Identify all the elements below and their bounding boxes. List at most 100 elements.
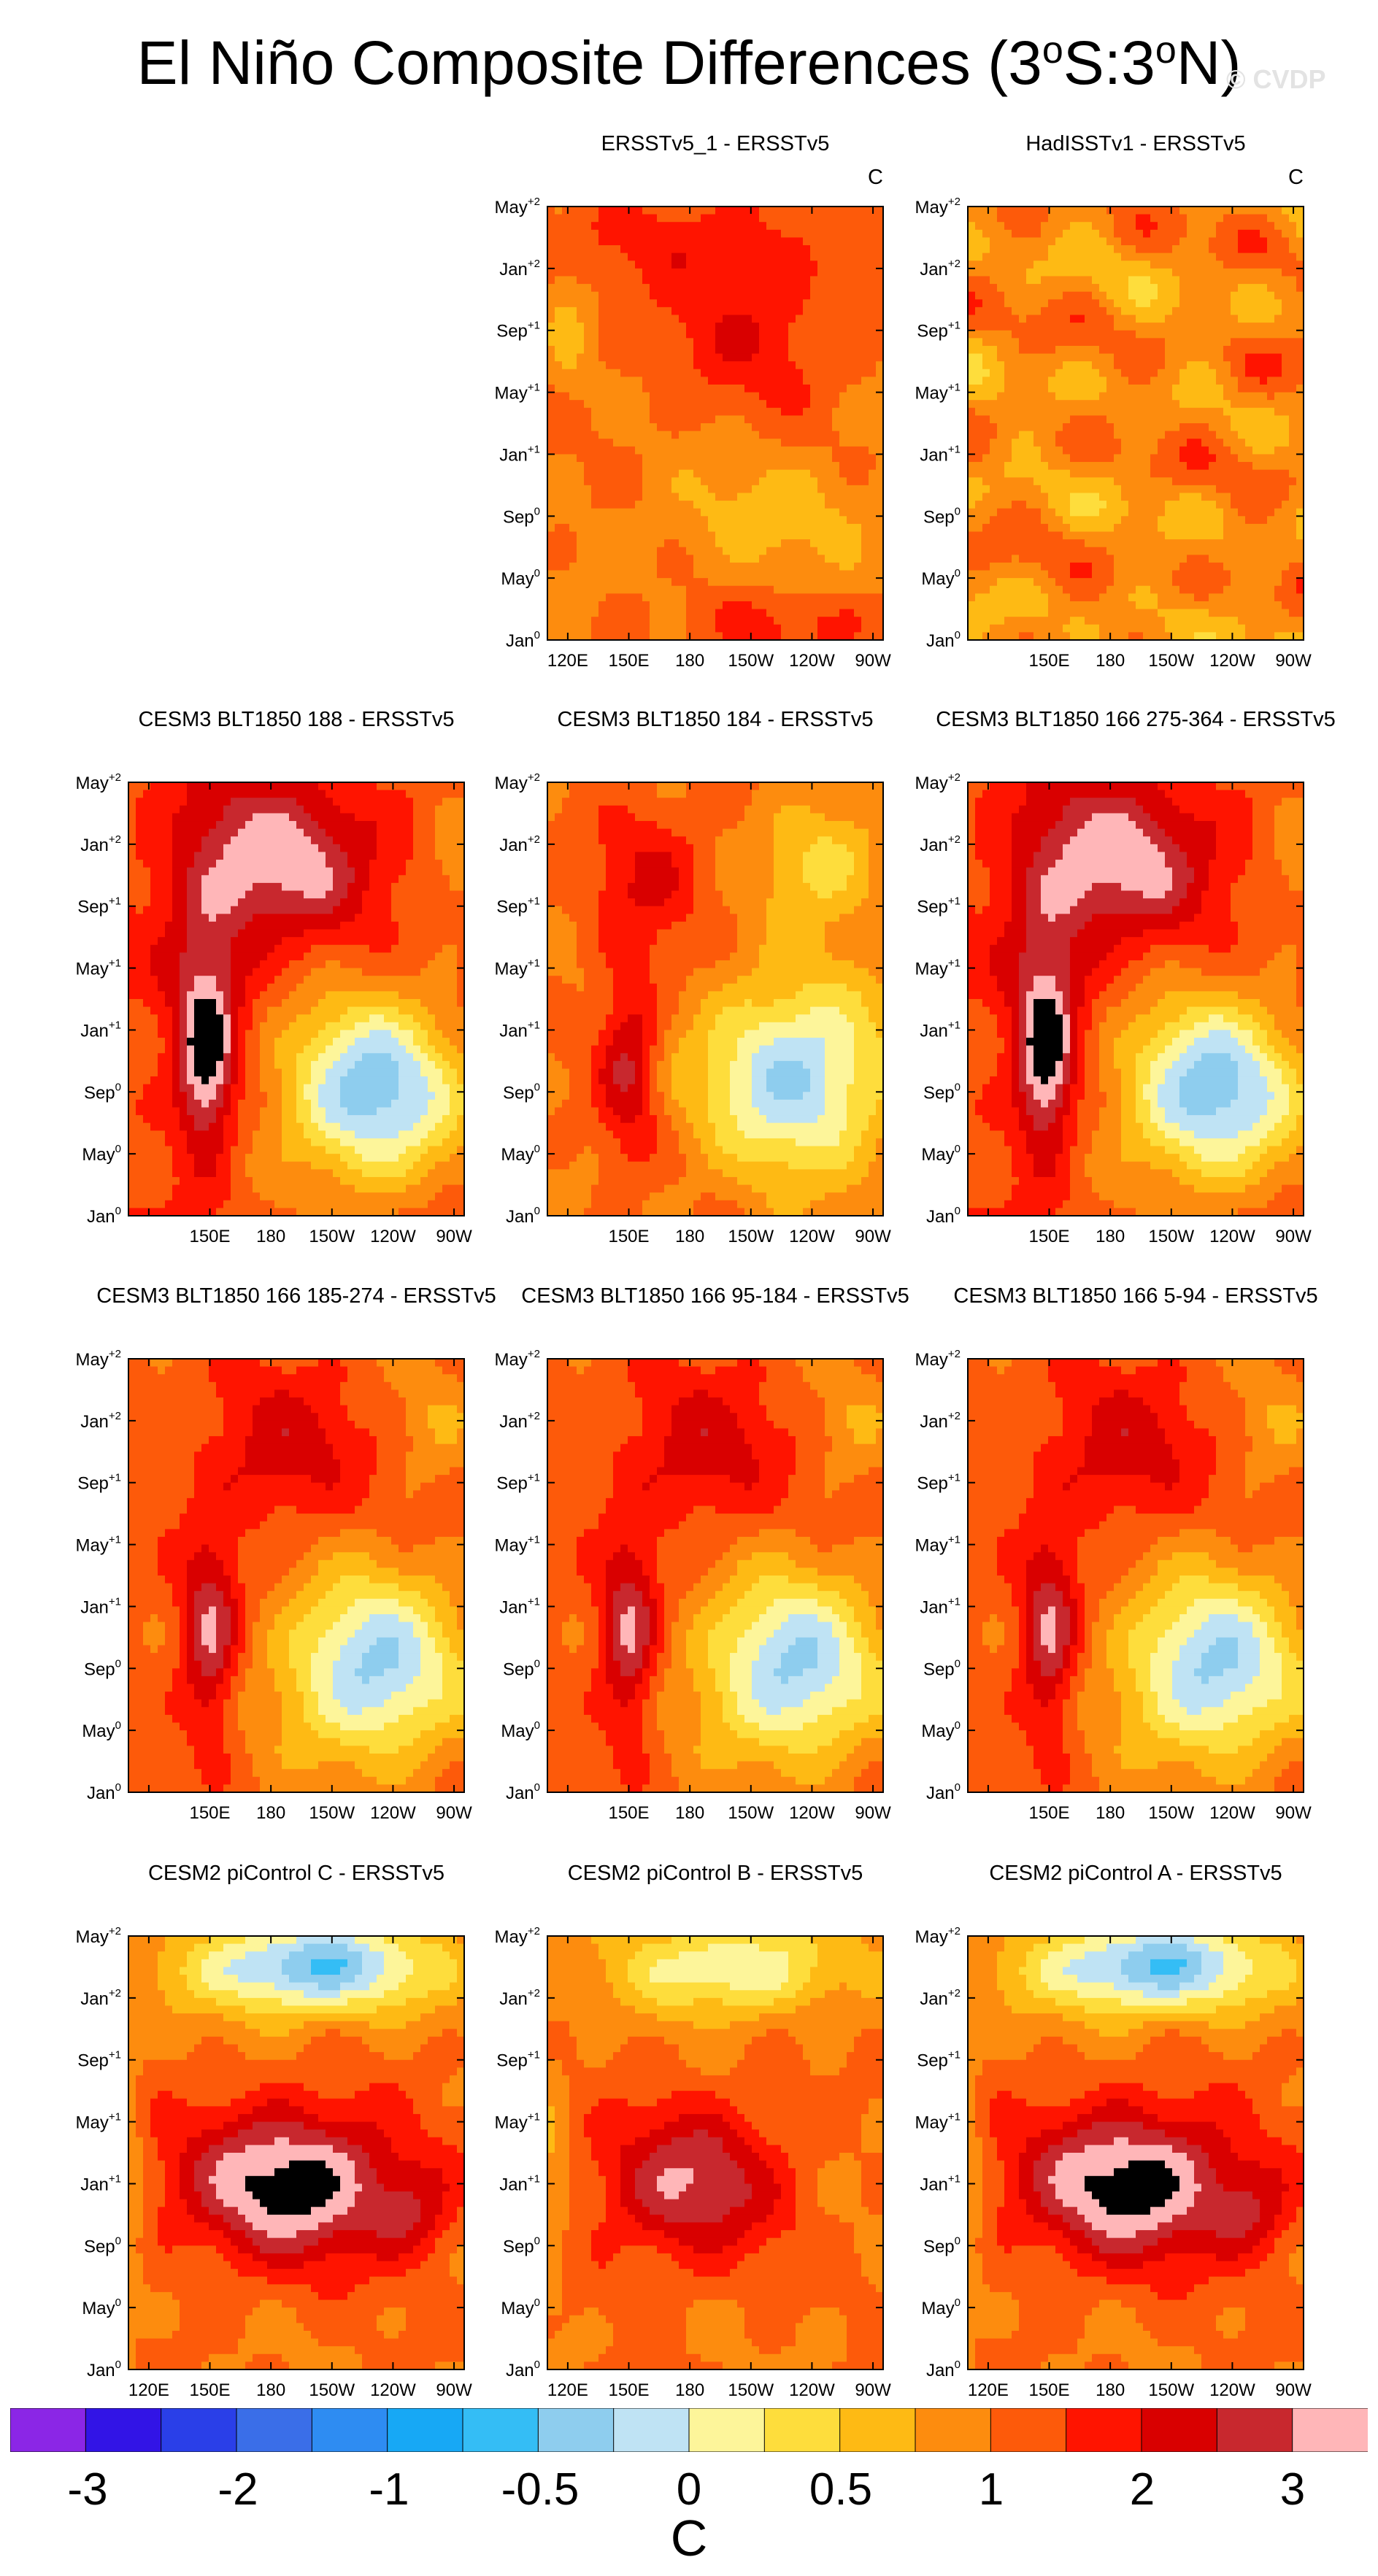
heatmap-cell [1252,617,1260,625]
heatmap-cell [869,299,877,308]
heatmap-cell [613,315,621,323]
heatmap-cell [1055,578,1063,587]
heatmap-cell [693,377,701,385]
heatmap-cell [1026,245,1034,254]
heatmap-cell [975,593,983,602]
heatmap-cell [1092,562,1100,571]
heatmap-cell [759,229,767,239]
heatmap-cell [1099,493,1107,501]
heatmap-cell [825,361,833,370]
heatmap-cell [759,562,767,571]
heatmap-cell [1136,431,1144,439]
heatmap-cell [715,323,723,331]
heatmap-cell [628,462,636,471]
heatmap-cell [1128,245,1136,254]
heatmap-cell [997,531,1005,540]
heatmap-cell [1201,562,1209,571]
heatmap-cell [1260,384,1268,393]
heatmap-cell [664,431,672,439]
heatmap-cell [598,323,607,331]
heatmap-cell [650,353,658,362]
heatmap-cell [1216,222,1224,231]
heatmap-cell [1260,268,1268,277]
heatmap-cell [1106,291,1115,300]
heatmap-cell [788,323,796,331]
heatmap-cell [990,299,998,308]
heatmap-cell [752,377,760,385]
heatmap-cell [1136,323,1144,331]
heatmap-cell [628,632,636,641]
heatmap-cell [701,392,709,401]
heatmap-cell [679,261,687,269]
heatmap-cell [1179,276,1188,285]
heatmap-cell [854,245,862,254]
heatmap-cell [975,516,983,525]
heatmap-cell [1150,562,1158,571]
heatmap-cell [591,330,599,339]
heatmap-cell [723,570,731,579]
heatmap-cell [679,593,687,602]
heatmap-cell [781,578,789,587]
heatmap-cell [693,338,701,347]
heatmap-cell [613,632,621,641]
heatmap-cell [788,585,796,594]
heatmap-cell [737,245,745,254]
heatmap-cell [1267,361,1275,370]
heatmap-cell [1150,477,1158,486]
heatmap-cell [869,369,877,377]
heatmap-cell [781,291,789,300]
heatmap-cell [1136,423,1144,432]
heatmap-cell [781,369,789,377]
heatmap-cell [1070,469,1078,478]
heatmap-cell [628,609,636,617]
heatmap-cell [1194,299,1202,308]
heatmap-cell [759,299,767,308]
heatmap-cell [752,531,760,540]
heatmap-cell [1201,407,1209,416]
heatmap-cell [730,384,738,393]
heatmap-cell [664,384,672,393]
heatmap-cell [774,423,782,432]
heatmap-cell [606,423,614,432]
heatmap-cell [1055,562,1063,571]
heatmap-cell [664,501,672,509]
heatmap-cell [664,562,672,571]
heatmap-cell [635,609,643,617]
heatmap-cell [803,222,811,231]
heatmap-cell [796,593,804,602]
heatmap-cell [584,516,592,525]
heatmap-cell [810,632,818,641]
heatmap-cell [1136,516,1144,525]
heatmap-cell [1026,609,1034,617]
heatmap-cell [686,454,694,463]
heatmap-cell [1143,609,1151,617]
heatmap-cell [715,237,723,246]
heatmap-cell [555,276,563,285]
heatmap-cell [1128,609,1136,617]
heatmap-cell [620,276,628,285]
heatmap-cell [1231,345,1239,355]
heatmap-cell [635,392,643,401]
heatmap-cell [1260,299,1268,308]
heatmap-cell [1070,477,1078,486]
heatmap-cell [1048,562,1056,571]
heatmap-cell [1085,593,1093,602]
heatmap-cell [620,516,628,525]
heatmap-cell [810,291,818,300]
heatmap-cell [1077,315,1085,323]
heatmap-cell [723,523,731,533]
heatmap-cell [1077,446,1085,455]
heatmap-cell [825,609,833,617]
heatmap-cell [701,601,709,610]
heatmap-cell [591,431,599,439]
heatmap-cell [847,361,855,370]
heatmap-cell [788,516,796,525]
heatmap-cell [810,330,818,339]
heatmap-cell [1106,493,1115,501]
heatmap-cell [606,462,614,471]
heatmap-cell [803,237,811,246]
heatmap-cell [982,501,990,509]
heatmap-cell [547,361,555,370]
heatmap-cell [817,400,825,409]
heatmap-cell [1106,593,1115,602]
